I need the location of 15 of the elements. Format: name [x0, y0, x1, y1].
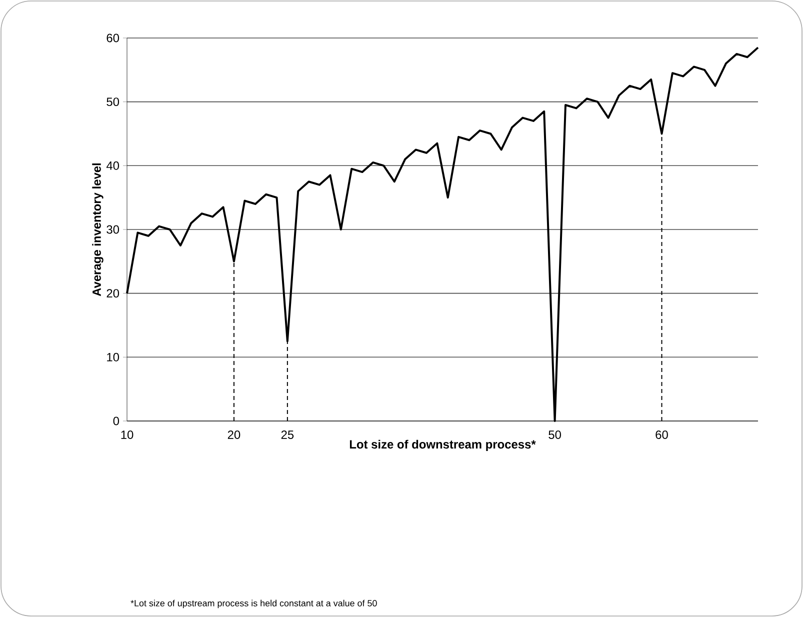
x-axis-title: Lot size of downstream process* — [350, 440, 536, 451]
x-tick-label: 20 — [228, 430, 240, 439]
y-tick-label: 60 — [106, 34, 120, 42]
x-tick-label: 60 — [656, 430, 668, 439]
y-tick-label: 0 — [113, 416, 120, 426]
y-axis-title: Average inventory level — [92, 163, 104, 296]
y-tick-label: 50 — [106, 98, 120, 106]
y-tick-label: 40 — [106, 161, 120, 170]
x-tick-label: 50 — [548, 430, 561, 439]
y-tick-label: 30 — [106, 225, 120, 234]
y-tick-label: 10 — [107, 352, 120, 362]
x-tick-label: 10 — [121, 430, 134, 439]
x-tick-label: 25 — [281, 430, 294, 439]
y-tick-label: 20 — [106, 289, 120, 298]
text: *Lot size of upstream process is held constant at a value of 50 — [130, 600, 377, 608]
